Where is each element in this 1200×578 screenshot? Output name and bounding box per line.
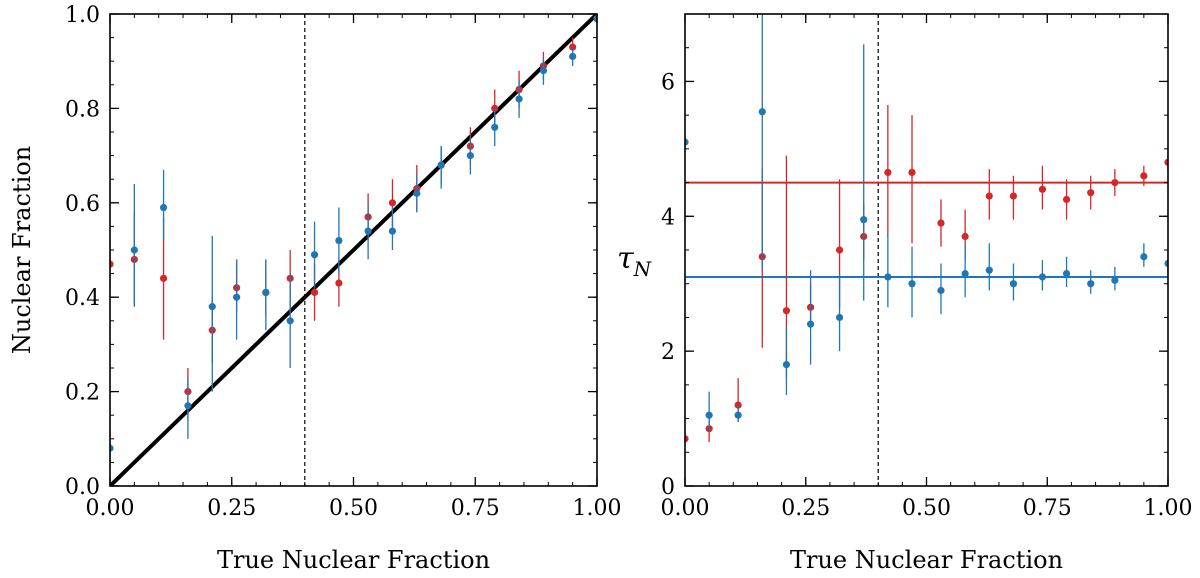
point-blue <box>705 411 713 419</box>
point-red <box>1140 172 1148 180</box>
y-tick-label: 6 <box>661 70 675 95</box>
y-axis-title: Nuclear Fraction <box>8 146 36 354</box>
point-red <box>937 219 945 227</box>
x-axis-title: True Nuclear Fraction <box>790 546 1063 574</box>
point-red <box>159 274 168 282</box>
point-blue <box>569 52 577 61</box>
point-blue <box>835 313 844 322</box>
point-red <box>1038 185 1047 193</box>
y-tick-label: 0.6 <box>65 192 100 217</box>
point-red <box>884 168 892 177</box>
point-blue <box>1164 259 1168 268</box>
x-tick-label: 0.50 <box>902 496 951 521</box>
point-blue <box>310 251 319 259</box>
point-blue <box>159 203 168 212</box>
point-blue <box>1038 273 1047 281</box>
plot-data <box>685 14 1168 486</box>
x-tick-label: 0.25 <box>207 496 256 521</box>
point-red <box>1009 192 1018 200</box>
point-red <box>961 232 969 241</box>
point-blue <box>491 123 499 131</box>
point-blue <box>130 246 138 254</box>
point-red <box>1062 195 1071 204</box>
x-tick-label: 0.75 <box>451 496 500 521</box>
point-blue <box>734 411 742 419</box>
point-blue <box>437 161 445 169</box>
point-red <box>1087 189 1095 197</box>
point-blue <box>782 361 791 369</box>
y-tick-label: 4 <box>661 205 675 230</box>
x-tick-label: 0.25 <box>781 496 830 521</box>
y-tick-label: 1.0 <box>65 3 100 28</box>
point-blue <box>593 15 597 23</box>
point-blue <box>1062 270 1071 278</box>
y-tick-label: 0.0 <box>65 475 100 500</box>
plot-frame <box>684 13 1169 487</box>
point-red <box>782 307 791 315</box>
point-blue <box>860 216 868 224</box>
right-panel: 0.00 0.25 0.50 0.75 1.00 0 2 4 6 True Nuclear Fra… <box>617 13 1193 574</box>
point-blue <box>961 270 969 278</box>
point-blue <box>233 293 241 301</box>
x-tick-label: 1.00 <box>573 496 622 521</box>
point-blue <box>208 303 216 311</box>
point-red <box>110 260 114 268</box>
y-axis-title: τN <box>617 241 653 281</box>
point-red <box>388 199 397 207</box>
point-blue <box>884 273 892 281</box>
y-tick-label: 0.8 <box>65 97 100 122</box>
point-blue <box>1087 280 1095 288</box>
point-blue <box>806 320 815 328</box>
point-red <box>908 168 916 177</box>
point-blue <box>1140 253 1148 261</box>
x-axis-title: True Nuclear Fraction <box>217 546 490 574</box>
point-blue <box>908 280 916 288</box>
point-blue <box>937 286 945 295</box>
point-blue <box>1009 280 1018 288</box>
point-blue <box>335 236 343 245</box>
point-blue <box>985 266 993 274</box>
point-blue <box>286 317 294 325</box>
identity-line <box>110 14 597 486</box>
y-tick-label: 2 <box>661 340 675 365</box>
x-tick-label: 0.00 <box>86 496 135 521</box>
point-blue <box>685 138 689 146</box>
y-tick-label: 0.2 <box>65 381 100 406</box>
point-red <box>1164 158 1168 166</box>
x-tick-label: 0.50 <box>329 496 378 521</box>
point-blue <box>539 67 548 75</box>
x-tick-label: 0.75 <box>1023 496 1072 521</box>
y-tick-label: 0 <box>661 475 675 500</box>
point-blue <box>388 227 397 235</box>
point-blue <box>413 189 421 197</box>
left-panel: 0.00 0.25 0.50 0.75 1.00 0.0 0.2 0.4 0.6 0.8 1.0 Tr… <box>8 3 621 574</box>
point-blue <box>262 288 270 297</box>
point-red <box>685 435 689 443</box>
point-blue <box>466 152 474 160</box>
point-blue <box>1111 276 1119 284</box>
point-red <box>835 246 844 254</box>
point-blue <box>110 444 114 452</box>
point-red <box>1111 178 1119 187</box>
y-axis-title-symbol: τ <box>617 241 634 276</box>
point-blue <box>364 227 372 235</box>
plot-data <box>110 14 597 486</box>
x-tick-label: 1.00 <box>1144 496 1193 521</box>
point-red <box>335 279 343 287</box>
y-axis-title-subscript: N <box>633 257 653 281</box>
point-red <box>310 288 319 297</box>
x-tick-label: 0.00 <box>661 496 710 521</box>
point-blue <box>184 402 192 410</box>
point-red <box>985 192 993 200</box>
point-blue <box>515 95 523 103</box>
y-tick-label: 0.4 <box>65 286 100 311</box>
point-blue <box>758 108 766 116</box>
